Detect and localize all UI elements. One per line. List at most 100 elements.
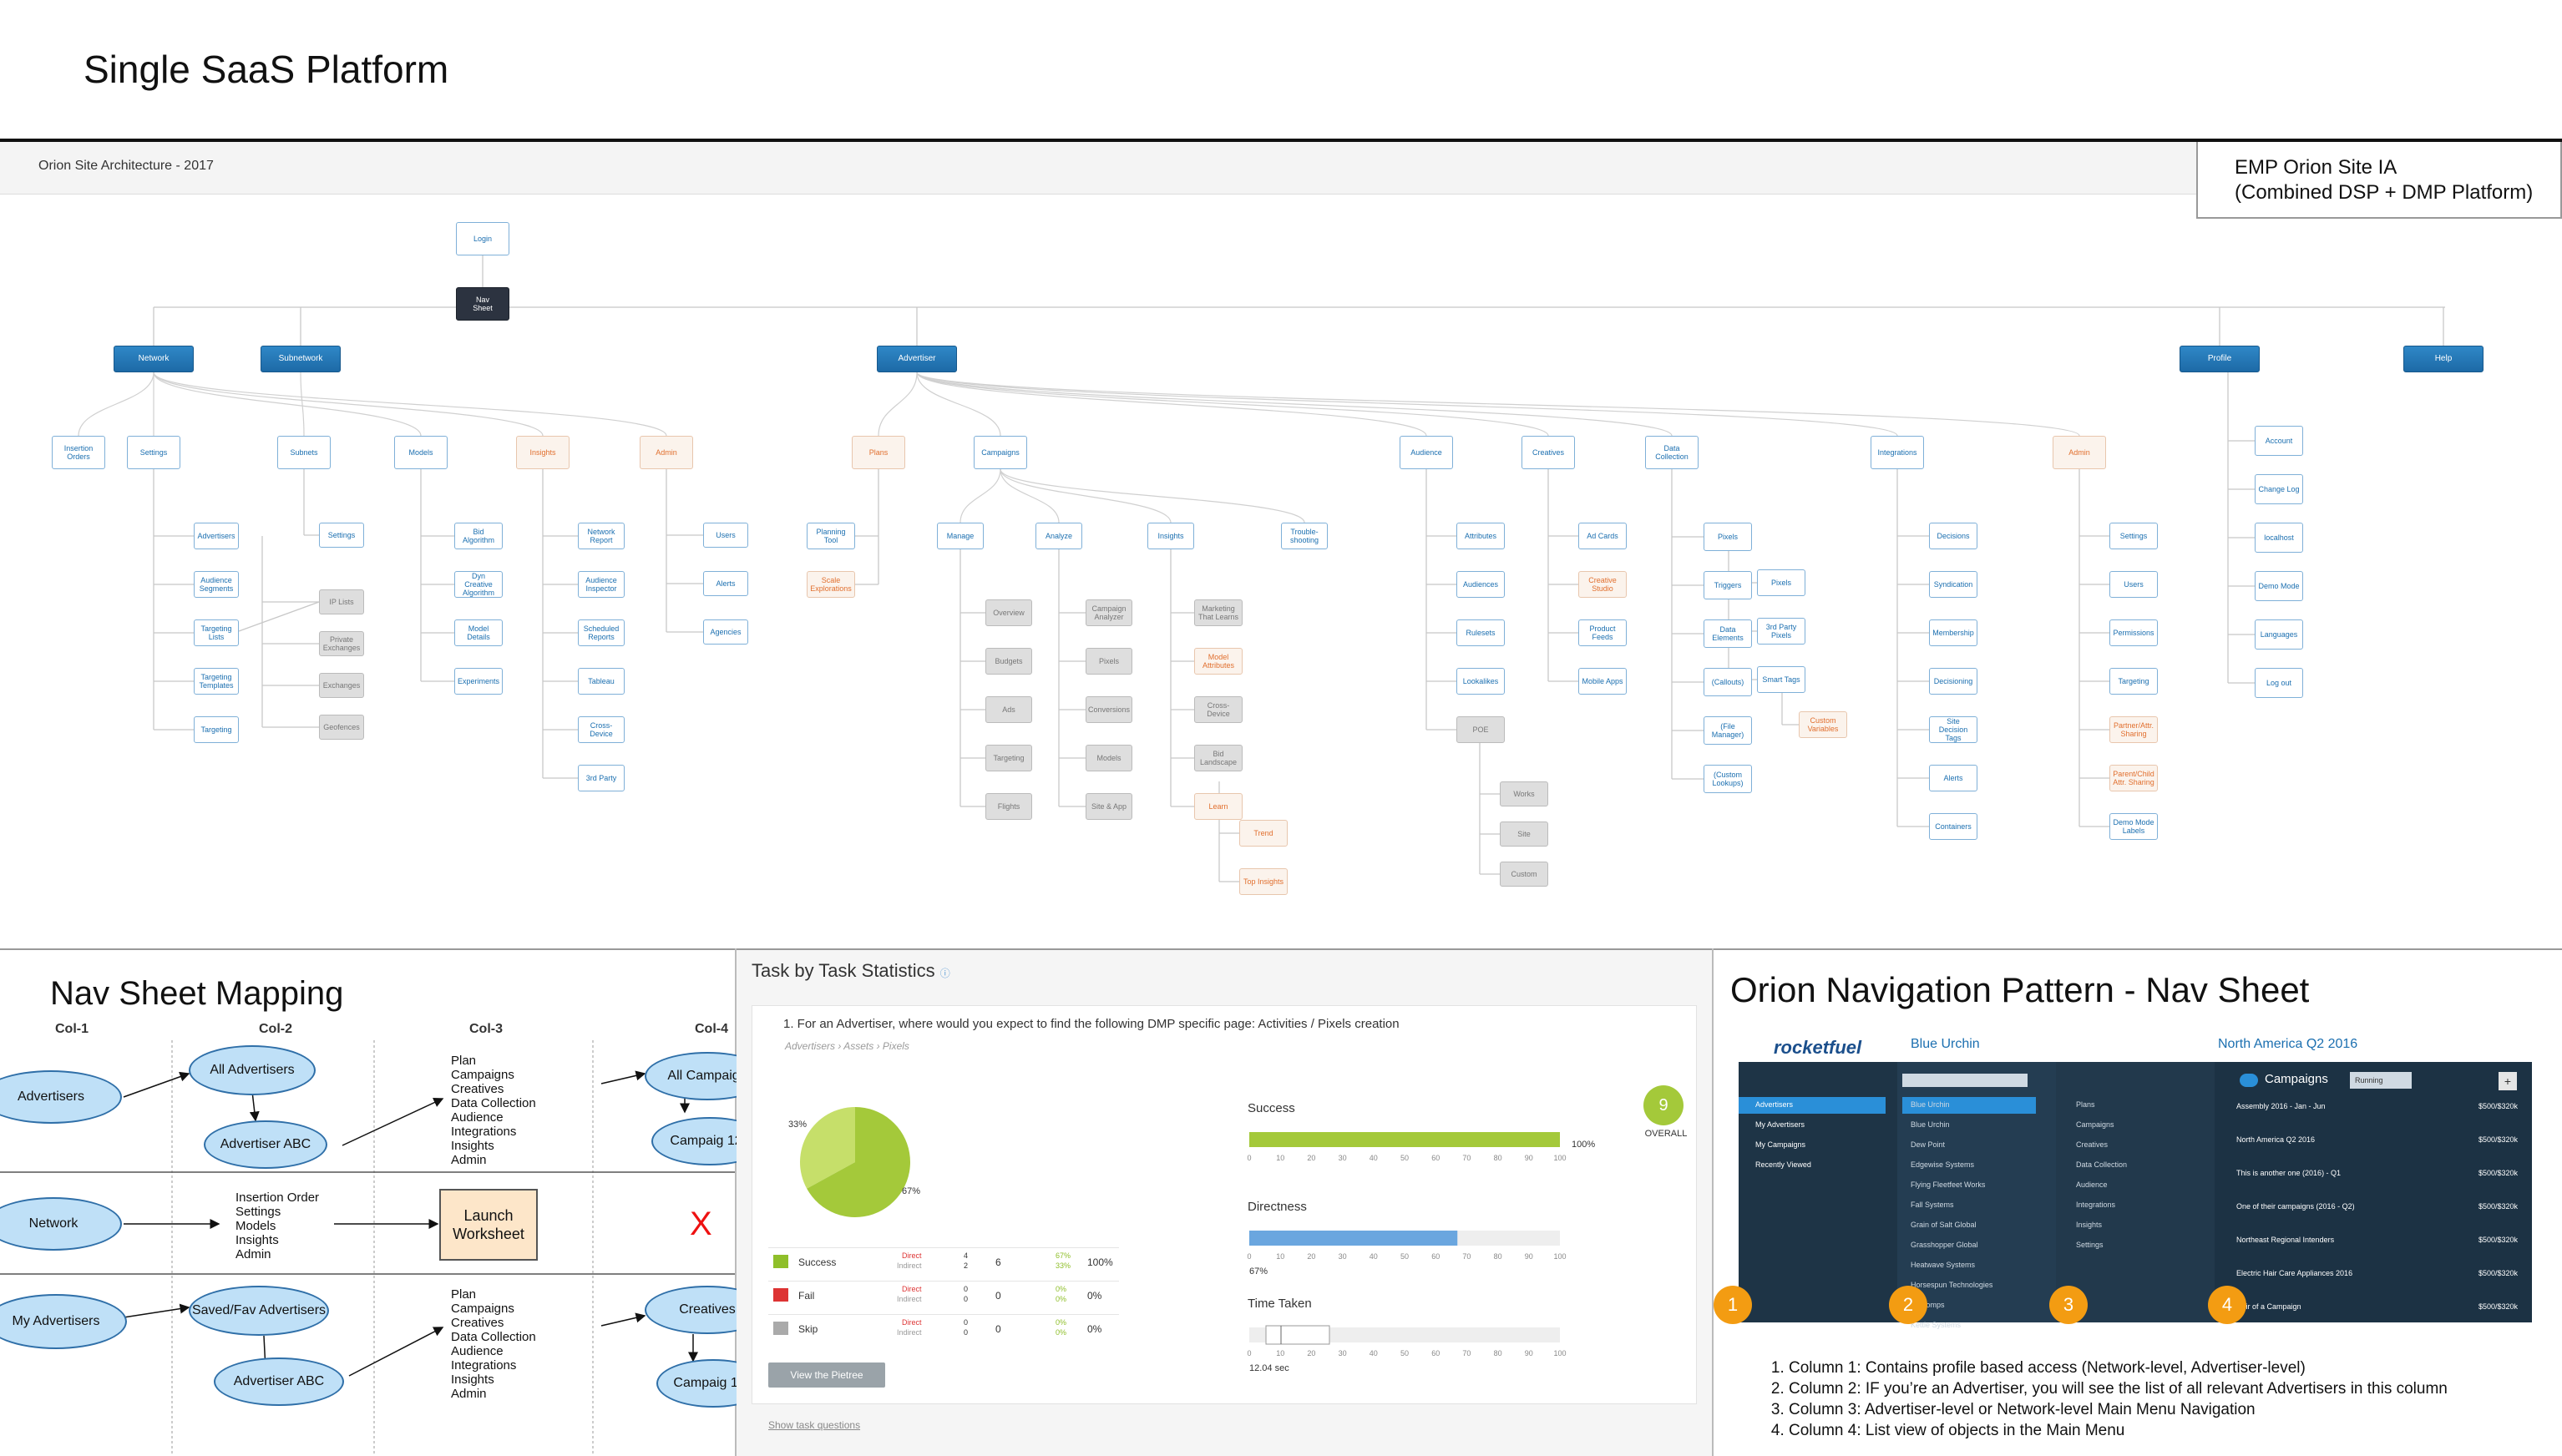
nav-sheet-item[interactable]: Plans [2076,1100,2095,1109]
l2-node-audience: Audience [1400,436,1453,469]
col-1-header: Col-1 [55,1022,89,1036]
ia-node-scale-explorations: Scale Explorations [807,571,855,598]
nav-sheet-item[interactable]: $500/$320k [2478,1302,2519,1311]
nav-sheet-item[interactable]: Kettle Systems [1911,1321,1962,1329]
col-3-header: Col-3 [469,1022,503,1036]
col-2-header: Col-2 [259,1022,292,1036]
active-advertiser-item[interactable] [1902,1097,2036,1114]
ia-node-containers: Containers [1929,813,1977,840]
axis-tick-label: 30 [1339,1349,1347,1357]
axis-tick-label: 80 [1494,1252,1502,1261]
nav-sheet-node: Nav Sheet [456,287,509,321]
ia-node-flights: Flights [985,793,1032,820]
nav-sheet-item[interactable]: $500/$320k [2478,1202,2519,1211]
nav-sheet-item[interactable]: Hair of a Campaign [2236,1302,2301,1311]
ia-node-manage: Manage [937,523,984,549]
nav-sheet-item[interactable]: Heatwave Systems [1911,1261,1976,1269]
ia-node-bid-algorithm: Bid Algorithm [454,523,503,549]
nav-sheet-item[interactable]: Edgewise Systems [1911,1160,1975,1169]
time-taken-label: Time Taken [1248,1297,1312,1311]
view-pietree-button[interactable]: View the Pietree [768,1362,885,1388]
nav-sheet-item[interactable]: Flying Fleetfeet Works [1911,1180,1986,1189]
axis-tick-label: 10 [1276,1252,1284,1261]
section-divider [735,948,737,1456]
filter-advertisers-input[interactable] [1902,1074,2028,1087]
stat-indirect-count: 0 [964,1295,969,1303]
task-metric-bars: Success 100% 0 10 20 30 40 50 60 70 80 90 100 Dire… [1247,1101,1595,1373]
ia-node-decisions: Decisions [1929,523,1977,549]
nav-sheet-item[interactable]: My Campaigns [1755,1140,1806,1149]
axis-tick-label: 30 [1339,1154,1347,1162]
top-node-subnetwork: Subnetwork [261,346,341,372]
ia-node-works: Works [1500,781,1548,806]
stat-direct-pct: 67% [1056,1251,1071,1260]
nav-sheet-item[interactable]: Advertisers [1755,1100,1794,1109]
login-node: Login [456,222,509,255]
nav-sheet-item[interactable]: Integrations [2076,1201,2116,1209]
nav-sheet-item[interactable]: Grasshopper Global [1911,1241,1978,1249]
nav-sheet-item[interactable]: One of their campaigns (2016 - Q2) [2236,1202,2355,1211]
ia-node-users: Users [2109,571,2158,598]
orion-column-explanations: Column 1: Contains profile based access … [1759,1357,2448,1441]
nav-sheet-item[interactable]: $500/$320k [2478,1269,2519,1277]
ia-node-alerts: Alerts [703,571,748,596]
nav-sheet-item[interactable]: This is another one (2016) - Q1 [2236,1169,2342,1177]
l2-node-insertion-orders: Insertion Orders [52,436,105,469]
nav-sheet-item[interactable]: Northeast Regional Intenders [2236,1236,2335,1244]
nav-sheet-item[interactable]: $500/$320k [2478,1169,2519,1177]
nav-sheet-item[interactable]: $500/$320k [2478,1102,2519,1110]
column-number-badge: 3 [2049,1286,2088,1324]
stat-direct-count: 0 [964,1318,969,1327]
nav-sheet-item[interactable]: Fall Systems [1911,1201,1954,1209]
nav-sheet-item[interactable]: Hotcomps [1911,1301,1945,1309]
axis-tick-label: 10 [1276,1154,1284,1162]
status-filter-dropdown[interactable]: Running [2350,1072,2412,1089]
stat-total: 0 [995,1323,1001,1335]
axis-tick-label: 40 [1370,1154,1378,1162]
emp-line-1: EMP Orion Site IA [2235,156,2397,179]
ia-node-tableau: Tableau [578,668,625,695]
axis-tick-label: 60 [1431,1154,1440,1162]
task-stat-row: Success Direct Indirect 4 2 6 67% 33% 100% [768,1247,1119,1277]
show-task-questions-link[interactable]: Show task questions [768,1419,861,1431]
directness-bar [1249,1231,1458,1246]
nav-sheet-item[interactable]: Blue Urchin [1911,1100,1950,1109]
ia-node-bid-landscape: Bid Landscape [1194,745,1243,771]
nav-sheet-item[interactable]: Electric Hair Care Appliances 2016 [2236,1269,2353,1277]
ia-node-triggers: Triggers [1704,571,1752,599]
active-advertisers-item[interactable] [1739,1097,1886,1114]
nav-sheet-item[interactable]: Audience [2076,1180,2108,1189]
nav-sheet-item[interactable]: Dew Point [1911,1140,1946,1149]
campaign-count-badge [2240,1074,2258,1087]
nav-sheet-item[interactable]: $500/$320k [2478,1236,2519,1244]
nav-sheet-item[interactable]: Data Collection [2076,1160,2128,1169]
section-divider [1712,948,1714,1456]
time-taken-ticks: 0 10 20 30 40 50 60 70 80 90 100 [1247,1349,1566,1357]
nav-sheet-item[interactable]: Assembly 2016 - Jan - Jun [2236,1102,2326,1110]
stat-direct-count: 0 [964,1285,969,1293]
nav-sheet-item[interactable]: Campaigns [2076,1120,2114,1129]
nav-sheet-item[interactable]: Grain of Salt Global [1911,1221,1977,1229]
nav-sheet-item[interactable]: Blue Urchin [1911,1120,1950,1129]
axis-tick-label: 20 [1307,1349,1315,1357]
ia-node-site-decision-tags: Site Decision Tags [1929,716,1977,743]
nav-sheet-item[interactable]: Creatives [2076,1140,2109,1149]
nav-sheet-item[interactable]: Horsespun Technologies [1911,1281,1993,1289]
info-icon[interactable]: ⓘ [939,968,950,979]
ia-node-cross-device: Cross-Device [1194,696,1243,723]
axis-tick-label: 50 [1400,1349,1409,1357]
row2-col2-list: Insertion Order Settings Models Insights Adm… [235,1191,320,1261]
ia-node-ad-cards: Ad Cards [1578,523,1627,549]
nav-sheet-item[interactable]: Settings [2076,1241,2104,1249]
column-number-badge: 1 [1714,1286,1752,1324]
nav-sheet-item[interactable]: My Advertisers [1755,1120,1805,1129]
add-campaign-button[interactable]: + [2499,1072,2517,1090]
overall-label: OVERALL [1644,1129,1688,1139]
task-stat-row: Fail Direct Indirect 0 0 0 0% 0% 0% [768,1281,1119,1310]
nav-sheet-item[interactable]: $500/$320k [2478,1135,2519,1144]
nav-sheet-item[interactable]: Recently Viewed [1755,1160,1811,1169]
top-node-help: Help [2403,346,2484,372]
nav-sheet-item[interactable]: Insights [2076,1221,2103,1229]
nav-sheet-item[interactable]: North America Q2 2016 [2236,1135,2316,1144]
stat-label: Skip [798,1323,818,1335]
